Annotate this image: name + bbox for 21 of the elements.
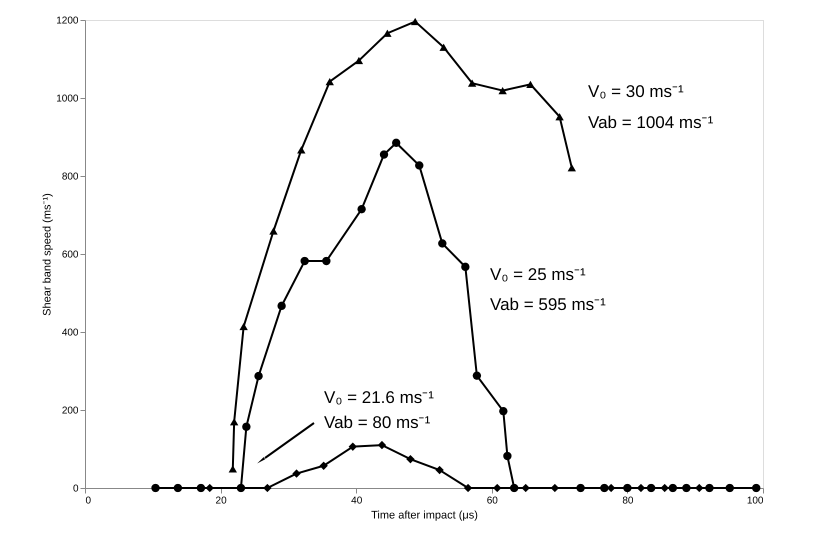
- y-tick-label: 1200: [56, 16, 79, 26]
- y-tick-label: 600: [62, 250, 79, 260]
- annotation: V₀ = 21.6 ms⁻¹: [324, 388, 434, 407]
- y-axis-title: Shear band speed (ms⁻¹): [41, 193, 54, 316]
- y-tick-label: 1000: [56, 94, 79, 104]
- annotation: V₀ = 30 ms⁻¹: [588, 82, 684, 101]
- annotation: V₀ = 25 ms⁻¹: [490, 265, 586, 284]
- y-tick-label: 200: [62, 406, 79, 416]
- annotation: Vab = 80 ms⁻¹: [324, 413, 431, 432]
- x-tick-label: 100: [746, 496, 764, 506]
- x-tick-label: 80: [622, 496, 634, 506]
- y-tick-label: 400: [62, 328, 79, 338]
- x-tick-label: 0: [86, 496, 92, 506]
- annotation: Vab = 595 ms⁻¹: [490, 295, 606, 314]
- x-tick-label: 40: [351, 496, 363, 506]
- x-tick-label: 20: [216, 496, 228, 506]
- y-tick-label: 800: [62, 172, 79, 182]
- annotation: Vab = 1004 ms⁻¹: [588, 113, 714, 132]
- x-tick-label: 60: [486, 496, 498, 506]
- y-tick-label: 0: [72, 484, 79, 494]
- x-axis-title: Time after impact (μs): [371, 510, 478, 522]
